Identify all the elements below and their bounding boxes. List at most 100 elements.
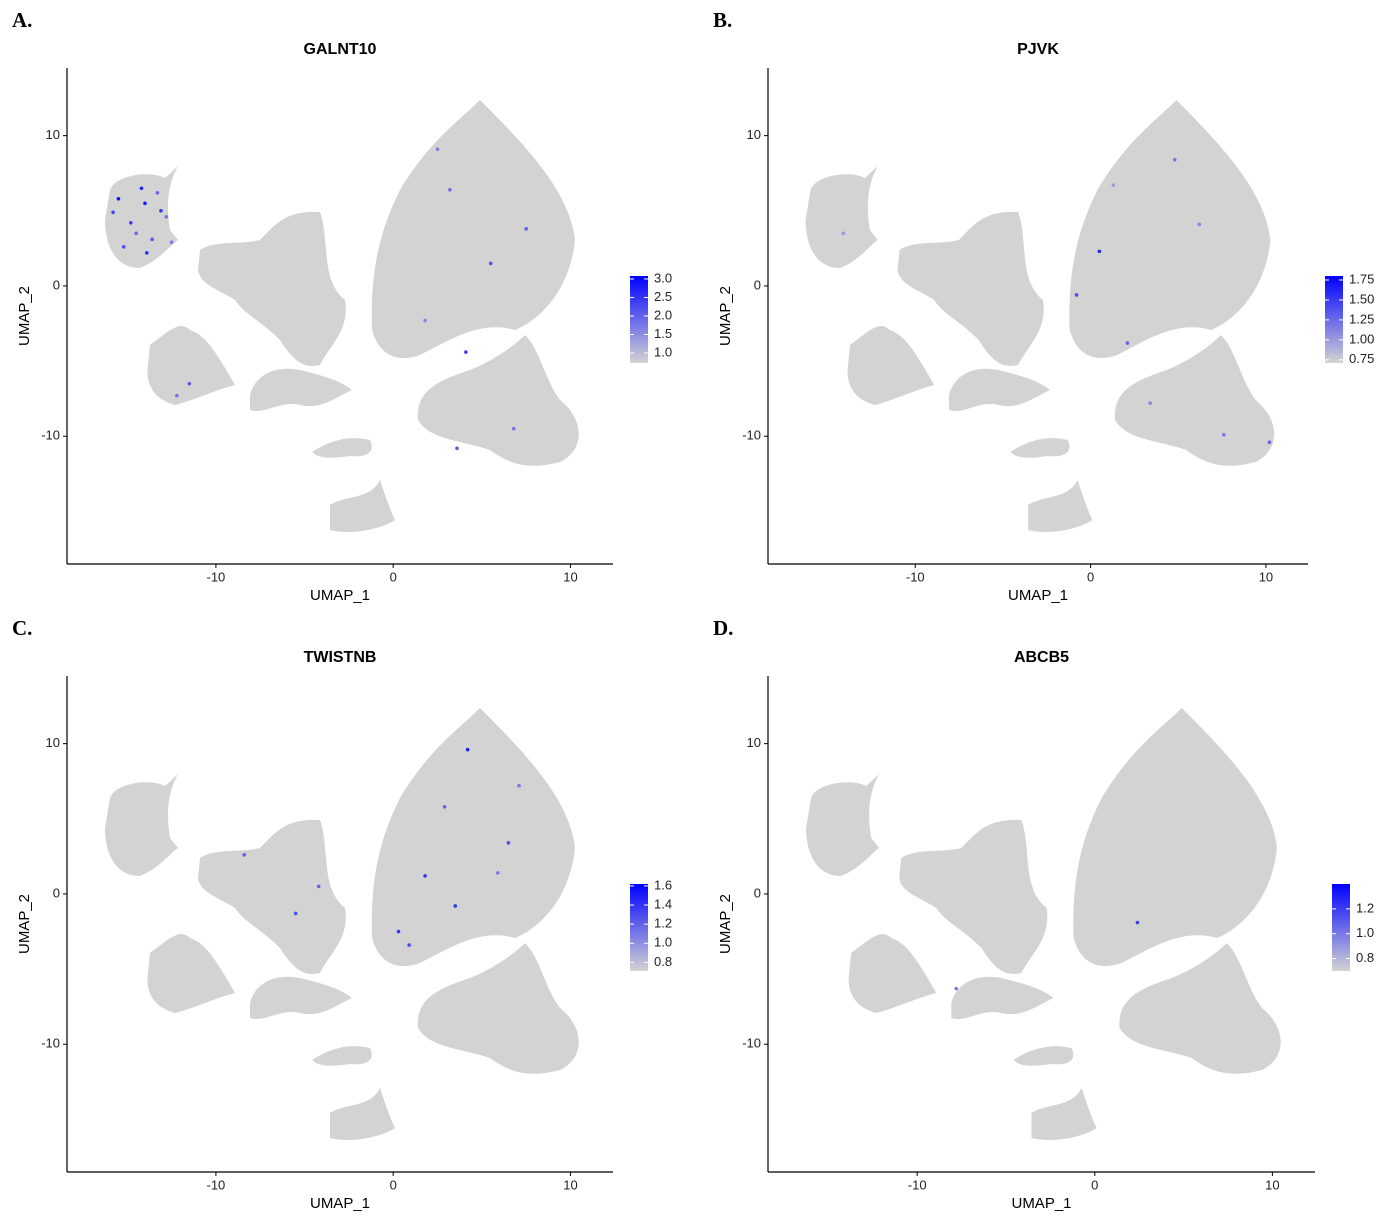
panel-label: C. [12,616,32,640]
cell-point [1125,341,1130,345]
y-tick-label: 0 [754,885,761,900]
cell-point [435,147,440,151]
panel: D. ABCB5 -10 0 10 -10 0 10 UMAP_1 UMAP_2 1.2 1.0 0.8 [713,616,1374,1212]
cell-point [187,381,192,386]
y-tick-label: -10 [41,1036,60,1051]
colorbar-tick-label: 0.8 [1356,950,1374,965]
cell-point [407,943,411,947]
cell-point [1267,440,1272,445]
cell-point [164,215,169,219]
cell-point [1222,432,1226,437]
cell-point [1097,249,1102,254]
colorbar-tick-label: 1.4 [654,896,672,911]
x-tick-label: -10 [908,1177,927,1192]
colorbar [630,276,648,363]
cell-point [242,853,247,857]
cell-point [495,871,500,875]
y-axis-label: UMAP_2 [16,286,33,346]
cell-point [1197,222,1202,227]
cell-point [954,986,959,991]
cell-point [159,208,163,213]
chart-title: GALNT10 [304,41,377,58]
cell-point [293,911,298,916]
cell-point [116,196,121,201]
x-tick-label: 10 [563,1177,577,1192]
x-axis-label: UMAP_1 [1008,587,1068,604]
colorbar-tick-label: 3.0 [654,270,672,285]
colorbar-tick-label: 1.25 [1349,311,1374,326]
x-axis-label: UMAP_1 [1011,1195,1071,1212]
y-tick-label: 0 [53,277,60,292]
x-tick-label: 10 [563,569,577,584]
panel-label: A. [12,8,32,32]
panel-label: D. [713,616,733,640]
colorbar-tick-label: 1.0 [1356,925,1374,940]
cell-point [1148,401,1153,405]
cell-point [517,783,521,788]
cell-clusters [105,708,579,1140]
x-tick-label: 0 [390,1177,397,1192]
cell-point [316,884,321,889]
cell-point [453,904,458,908]
cell-point [139,186,144,191]
colorbar-tick-label: 1.75 [1349,271,1374,286]
panel-label: B. [713,8,732,32]
cell-point [155,190,160,195]
x-tick-label: -10 [207,1177,226,1192]
cell-point [524,227,528,231]
x-tick-label: 0 [1091,1177,1098,1192]
chart-title: TWISTNB [304,649,377,666]
cell-point [423,318,427,323]
cell-point [423,874,427,878]
cell-point [134,231,138,236]
cell-point [464,350,468,354]
cell-clusters [805,100,1275,532]
x-tick-label: -10 [906,569,925,584]
cell-point [121,245,126,249]
cell-point [1172,157,1177,162]
cell-clusters [806,708,1281,1140]
cell-point [129,221,133,225]
y-tick-label: -10 [742,428,761,443]
y-axis-label: UMAP_2 [717,894,734,954]
x-tick-label: 10 [1259,569,1273,584]
chart-title: PJVK [1017,41,1059,58]
colorbar [630,884,648,971]
cell-point [448,187,452,192]
cell-point [442,804,447,809]
y-axis-label: UMAP_2 [717,286,734,346]
x-tick-label: 0 [390,569,397,584]
cell-point [465,747,470,752]
chart-title: ABCB5 [1014,649,1069,666]
y-tick-label: 10 [46,735,60,750]
cell-point [841,231,846,236]
cell-point [111,210,115,215]
colorbar [1325,276,1343,363]
x-axis-label: UMAP_1 [310,587,370,604]
cell-point [455,446,459,451]
colorbar-tick-label: 1.6 [654,877,672,892]
cell-point [143,201,147,206]
cell-point [511,426,516,431]
colorbar-tick-label: 2.5 [654,289,672,304]
y-tick-label: -10 [41,428,60,443]
x-tick-label: -10 [207,569,226,584]
colorbar-tick-label: 0.8 [654,954,672,969]
panel: B. PJVK -10 0 10 -10 0 10 UMAP_1 UMAP_2 1.75 1.50 1.… [713,8,1374,604]
cell-point [169,240,174,245]
colorbar [1332,884,1350,971]
cell-point [175,393,179,398]
cell-point [150,237,154,242]
cell-point [1111,183,1116,188]
cell-clusters [105,100,579,532]
cell-point [488,261,493,266]
y-axis-label: UMAP_2 [16,894,33,954]
colorbar-tick-label: 1.5 [654,326,672,341]
y-tick-label: 10 [747,735,761,750]
cell-point [144,251,149,255]
x-tick-label: 10 [1265,1177,1279,1192]
cell-point [506,841,511,845]
colorbar-tick-label: 1.0 [654,935,672,950]
colorbar-tick-label: 1.50 [1349,291,1374,306]
